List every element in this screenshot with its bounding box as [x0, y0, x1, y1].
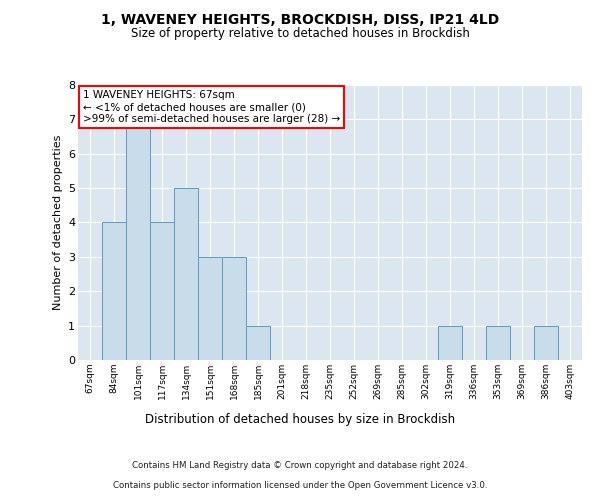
Text: Contains public sector information licensed under the Open Government Licence v3: Contains public sector information licen… [113, 481, 487, 490]
Text: 1 WAVENEY HEIGHTS: 67sqm
← <1% of detached houses are smaller (0)
>99% of semi-d: 1 WAVENEY HEIGHTS: 67sqm ← <1% of detach… [83, 90, 340, 124]
Y-axis label: Number of detached properties: Number of detached properties [53, 135, 62, 310]
Bar [198, 257, 222, 360]
Bar [102, 222, 126, 360]
Bar [174, 188, 198, 360]
Bar [246, 326, 270, 360]
Bar [150, 222, 174, 360]
Text: Contains HM Land Registry data © Crown copyright and database right 2024.: Contains HM Land Registry data © Crown c… [132, 461, 468, 470]
Bar [486, 326, 510, 360]
Bar [126, 120, 150, 360]
Text: 1, WAVENEY HEIGHTS, BROCKDISH, DISS, IP21 4LD: 1, WAVENEY HEIGHTS, BROCKDISH, DISS, IP2… [101, 12, 499, 26]
Text: Distribution of detached houses by size in Brockdish: Distribution of detached houses by size … [145, 412, 455, 426]
Bar [534, 326, 558, 360]
Bar [222, 257, 246, 360]
Bar [438, 326, 462, 360]
Text: Size of property relative to detached houses in Brockdish: Size of property relative to detached ho… [131, 28, 469, 40]
